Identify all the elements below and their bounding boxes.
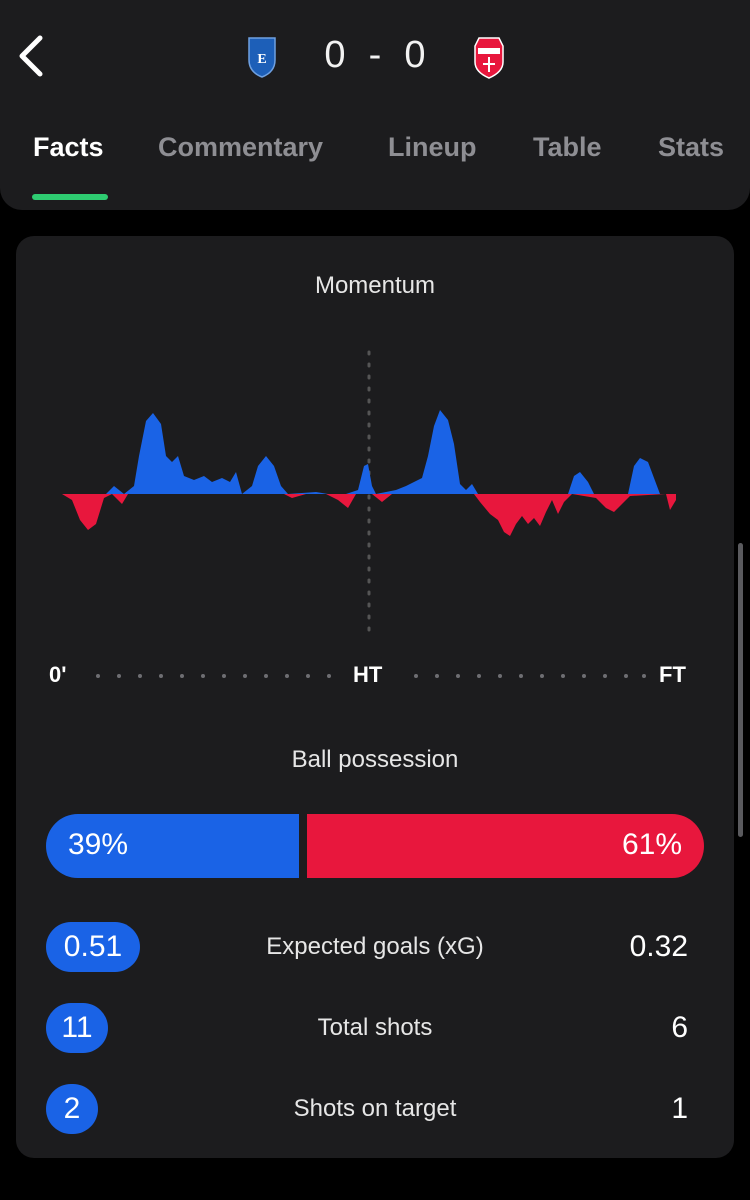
- timeline-fulltime-label: FT: [659, 662, 686, 687]
- home-possession-bar: 39%: [46, 814, 299, 878]
- momentum-graph: [62, 350, 676, 638]
- timeline-dot: [180, 674, 184, 678]
- timeline-dot: [414, 674, 418, 678]
- score-row: E 0 - 0: [0, 30, 750, 86]
- tab-facts[interactable]: Facts: [33, 132, 104, 162]
- timeline-halftime-label: HT: [353, 662, 383, 687]
- timeline-dot: [96, 674, 100, 678]
- timeline-dot: [540, 674, 544, 678]
- stat-row-total-shots: 11 Total shots 6: [16, 1003, 734, 1055]
- timeline-dot: [201, 674, 205, 678]
- timeline-dot: [243, 674, 247, 678]
- svg-text:E: E: [257, 52, 266, 67]
- timeline-dot: [264, 674, 268, 678]
- timeline-dot: [603, 674, 607, 678]
- away-possession-value: 61%: [621, 828, 682, 861]
- timeline-dot: [477, 674, 481, 678]
- timeline-start-label: 0': [49, 662, 67, 687]
- timeline-dot: [435, 674, 439, 678]
- stat-label: Total shots: [317, 1014, 433, 1041]
- scrollbar[interactable]: [738, 543, 743, 837]
- stat-label: Shots on target: [293, 1095, 457, 1122]
- timeline-dot: [561, 674, 565, 678]
- home-momentum-area: [62, 410, 660, 494]
- timeline-dot: [159, 674, 163, 678]
- tab-lineup[interactable]: Lineup: [388, 132, 477, 162]
- tab-stats[interactable]: Stats: [658, 132, 725, 162]
- stats-card: Momentum 0' HT FT Bal: [16, 236, 734, 1158]
- away-stat-value: 6: [671, 1011, 688, 1044]
- timeline-dot: [138, 674, 142, 678]
- timeline-dot: [519, 674, 523, 678]
- back-button[interactable]: [14, 34, 50, 78]
- home-possession-value: 39%: [68, 828, 129, 861]
- away-momentum-area: [62, 494, 676, 536]
- momentum-title: Momentum: [314, 272, 436, 299]
- away-stat-value: 0.32: [629, 930, 688, 963]
- home-stat-pill: 2: [46, 1084, 98, 1134]
- away-stat-value: 1: [671, 1092, 688, 1125]
- active-tab-indicator: [32, 194, 108, 200]
- timeline-dot: [642, 674, 646, 678]
- timeline-dot: [624, 674, 628, 678]
- away-score: 0: [404, 34, 426, 76]
- timeline-dot: [222, 674, 226, 678]
- empoli-crest-icon[interactable]: E: [247, 36, 277, 78]
- match-header: E 0 - 0 Facts Commentary Lineup Table St…: [0, 0, 750, 210]
- score-separator: -: [368, 34, 382, 76]
- timeline-dot: [117, 674, 121, 678]
- away-possession-bar: 61%: [307, 814, 704, 878]
- home-stat-pill: 0.51: [46, 922, 140, 972]
- tab-bar: Facts Commentary Lineup Table Stats: [0, 128, 750, 200]
- monza-crest-icon[interactable]: [473, 36, 504, 79]
- timeline-dot: [456, 674, 460, 678]
- stat-row-xg: 0.51 Expected goals (xG) 0.32: [16, 922, 734, 974]
- stat-row-shots-on-target: 2 Shots on target 1: [16, 1084, 734, 1136]
- timeline-dot: [306, 674, 310, 678]
- timeline-dot: [285, 674, 289, 678]
- stat-label: Expected goals (xG): [266, 933, 484, 960]
- chevron-left-icon: [19, 35, 43, 77]
- timeline-dot: [327, 674, 331, 678]
- timeline-dot: [582, 674, 586, 678]
- possession-title: Ball possession: [291, 746, 459, 773]
- timeline-dot: [498, 674, 502, 678]
- timeline-axis: 0' HT FT: [16, 662, 734, 692]
- home-score: 0: [324, 34, 346, 76]
- tab-commentary[interactable]: Commentary: [158, 132, 324, 162]
- tab-table[interactable]: Table: [533, 132, 602, 162]
- home-stat-pill: 11: [46, 1003, 108, 1053]
